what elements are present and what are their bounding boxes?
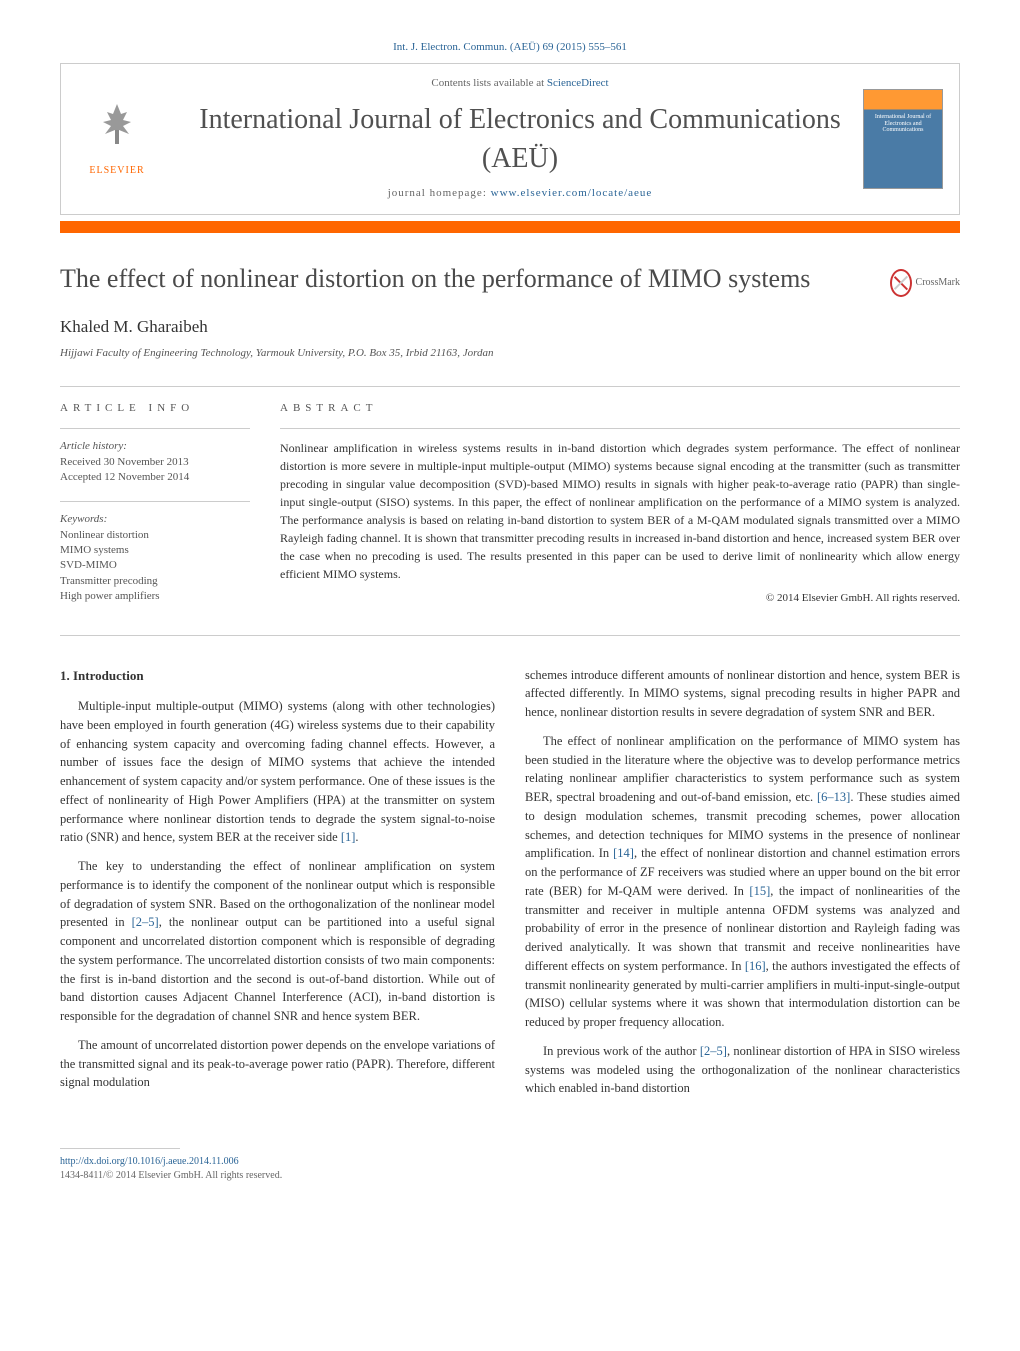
author-affiliation: Hijjawi Faculty of Engineering Technolog…: [60, 346, 960, 361]
crossmark-badge[interactable]: CrossMark: [890, 263, 960, 303]
body-two-column: 1. Introduction Multiple-input multiple-…: [60, 666, 960, 1109]
abstract-text: Nonlinear amplification in wireless syst…: [280, 439, 960, 583]
crossmark-icon: [890, 269, 912, 297]
left-column: 1. Introduction Multiple-input multiple-…: [60, 666, 495, 1109]
doi-link[interactable]: http://dx.doi.org/10.1016/j.aeue.2014.11…: [60, 1156, 239, 1167]
journal-citation: Int. J. Electron. Commun. (AEÜ) 69 (2015…: [60, 40, 960, 55]
article-info-column: ARTICLE INFO Article history: Received 3…: [60, 401, 250, 621]
article-info-heading: ARTICLE INFO: [60, 401, 250, 416]
journal-homepage: journal homepage: www.elsevier.com/locat…: [177, 186, 863, 201]
journal-cover-thumbnail: International Journal of Electronics and…: [863, 89, 943, 189]
keyword: Nonlinear distortion: [60, 528, 250, 543]
section-heading: 1. Introduction: [60, 666, 495, 686]
divider: [60, 501, 250, 502]
elsevier-name: ELSEVIER: [89, 164, 144, 178]
issn-copyright: 1434-8411/© 2014 Elsevier GmbH. All righ…: [60, 1169, 960, 1183]
footer-rule: [60, 1148, 180, 1149]
divider: [60, 635, 960, 636]
body-paragraph: The amount of uncorrelated distortion po…: [60, 1036, 495, 1092]
keyword: Transmitter precoding: [60, 574, 250, 589]
body-paragraph: Multiple-input multiple-output (MIMO) sy…: [60, 697, 495, 847]
body-paragraph: The effect of nonlinear amplification on…: [525, 732, 960, 1032]
abstract-column: ABSTRACT Nonlinear amplification in wire…: [280, 401, 960, 621]
received-date: Received 30 November 2013: [60, 455, 250, 470]
keyword: High power amplifiers: [60, 589, 250, 604]
elsevier-tree-icon: [93, 100, 141, 161]
author-name: Khaled M. Gharaibeh: [60, 315, 960, 339]
page-footer: http://dx.doi.org/10.1016/j.aeue.2014.11…: [60, 1148, 960, 1183]
cover-text: International Journal of Electronics and…: [868, 114, 938, 134]
keywords-label: Keywords:: [60, 512, 250, 527]
divider: [280, 428, 960, 429]
journal-homepage-link[interactable]: www.elsevier.com/locate/aeue: [491, 187, 653, 199]
abstract-copyright: © 2014 Elsevier GmbH. All rights reserve…: [280, 591, 960, 606]
elsevier-logo: ELSEVIER: [77, 99, 157, 179]
body-paragraph: schemes introduce different amounts of n…: [525, 666, 960, 722]
right-column: schemes introduce different amounts of n…: [525, 666, 960, 1109]
body-paragraph: The key to understanding the effect of n…: [60, 857, 495, 1026]
orange-divider-bar: [60, 221, 960, 233]
article-title: The effect of nonlinear distortion on th…: [60, 263, 890, 296]
body-paragraph: In previous work of the author [2–5], no…: [525, 1042, 960, 1098]
accepted-date: Accepted 12 November 2014: [60, 470, 250, 485]
abstract-heading: ABSTRACT: [280, 401, 960, 416]
sciencedirect-link[interactable]: ScienceDirect: [547, 77, 609, 89]
history-label: Article history:: [60, 439, 250, 454]
journal-header: ELSEVIER Contents lists available at Sci…: [60, 63, 960, 214]
contents-available: Contents lists available at ScienceDirec…: [177, 76, 863, 91]
keyword: SVD-MIMO: [60, 558, 250, 573]
journal-name: International Journal of Electronics and…: [177, 100, 863, 178]
divider: [60, 428, 250, 429]
divider: [60, 386, 960, 387]
crossmark-label: CrossMark: [916, 276, 960, 290]
keyword: MIMO systems: [60, 543, 250, 558]
